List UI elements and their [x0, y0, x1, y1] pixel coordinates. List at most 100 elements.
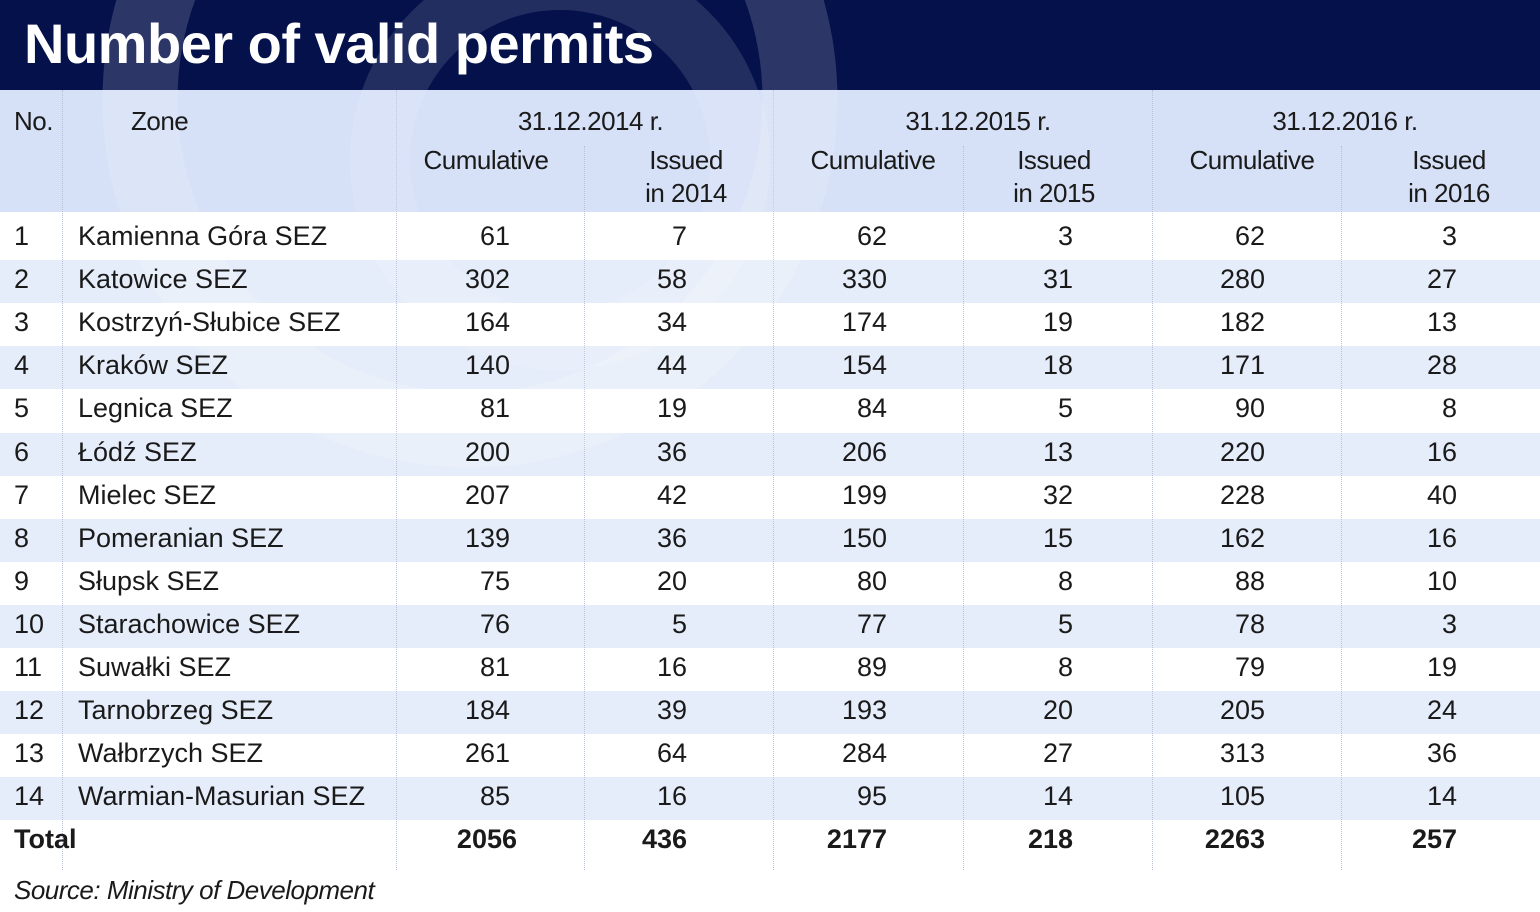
header-zone: Zone: [131, 106, 189, 136]
total-label: Total: [14, 824, 77, 855]
zone-name: Starachowice SEZ: [78, 608, 301, 639]
value-c2015: 199: [841, 479, 887, 510]
value-c2014: 85: [479, 781, 510, 812]
value-c2014: 81: [479, 393, 510, 424]
row-number: 1: [14, 221, 30, 251]
column-divider: [1341, 146, 1342, 870]
value-i2015: 14: [1042, 781, 1073, 812]
row-number: 5: [14, 393, 30, 424]
row-number: 3: [14, 307, 30, 338]
value-c2015: 77: [856, 608, 887, 639]
value-c2015: 62: [856, 221, 887, 251]
total-i2014: 436: [641, 824, 687, 855]
value-c2016: 105: [1219, 781, 1265, 812]
value-c2015: 284: [841, 738, 887, 769]
row-number: 4: [14, 350, 30, 381]
total-i2015: 218: [1027, 824, 1073, 855]
zone-name: Kamienna Góra SEZ: [78, 221, 328, 251]
value-c2014: 164: [464, 307, 510, 338]
zone-name: Katowice SEZ: [78, 264, 248, 295]
header-issued-label: Issued: [1017, 145, 1091, 175]
value-c2016: 228: [1219, 479, 1265, 510]
value-i2016: 40: [1426, 479, 1457, 510]
value-c2016: 205: [1219, 695, 1265, 726]
total-c2015: 2177: [826, 824, 887, 855]
value-i2014: 36: [656, 436, 687, 467]
value-i2016: 16: [1426, 522, 1457, 553]
column-divider: [396, 90, 397, 870]
value-c2016: 220: [1219, 436, 1265, 467]
header-issued-year: in 2016: [1408, 178, 1490, 208]
table-row: [0, 691, 1540, 735]
zone-name: Warmian-Masurian SEZ: [78, 781, 366, 812]
value-c2016: 62: [1234, 221, 1265, 251]
zone-name: Tarnobrzeg SEZ: [78, 695, 274, 726]
row-number: 13: [14, 738, 45, 769]
table-row: [0, 604, 1540, 648]
value-i2016: 19: [1426, 652, 1457, 682]
value-c2016: 88: [1234, 565, 1265, 596]
row-number: 11: [14, 652, 43, 682]
table-row: [0, 432, 1540, 476]
value-i2014: 34: [656, 307, 687, 338]
total-c2014: 2056: [456, 824, 517, 855]
header-period-2016: 31.12.2016 r.: [1272, 106, 1418, 136]
zone-name: Suwałki SEZ: [78, 652, 232, 682]
value-i2015: 13: [1042, 436, 1073, 467]
value-i2016: 36: [1426, 738, 1457, 769]
value-i2016: 10: [1426, 565, 1457, 596]
value-i2015: 5: [1057, 393, 1073, 424]
value-i2015: 8: [1057, 652, 1073, 682]
value-c2016: 79: [1234, 652, 1265, 682]
value-c2014: 75: [479, 565, 510, 596]
value-i2014: 5: [671, 608, 687, 639]
source-note: Source: Ministry of Development: [14, 875, 375, 905]
value-c2015: 206: [841, 436, 887, 467]
row-number: 8: [14, 522, 30, 553]
zone-name: Kraków SEZ: [78, 350, 229, 381]
value-c2015: 95: [856, 781, 887, 812]
header-issued-label: Issued: [649, 145, 723, 175]
column-divider: [963, 146, 964, 870]
table-header-background: [0, 90, 1540, 212]
total-i2016: 257: [1411, 824, 1457, 855]
column-divider: [584, 146, 585, 870]
zone-name: Kostrzyń-Słubice SEZ: [78, 307, 341, 338]
value-c2015: 193: [841, 695, 887, 726]
header-issued-label: Issued: [1412, 145, 1486, 175]
row-number: 6: [14, 436, 30, 467]
value-c2016: 78: [1234, 608, 1265, 639]
row-number: 7: [14, 479, 30, 510]
value-i2015: 3: [1057, 221, 1073, 251]
value-c2016: 280: [1219, 264, 1265, 295]
value-i2016: 3: [1441, 608, 1457, 639]
value-i2016: 3: [1441, 221, 1457, 251]
value-i2015: 19: [1042, 307, 1073, 338]
value-c2016: 162: [1219, 522, 1265, 553]
value-c2014: 76: [479, 608, 510, 639]
header-cumulative-2016: Cumulative: [1189, 145, 1315, 175]
column-divider: [62, 90, 63, 870]
value-i2016: 27: [1426, 264, 1457, 295]
value-c2014: 139: [464, 522, 510, 553]
value-c2015: 174: [841, 307, 887, 338]
title-banner: Number of valid permits: [0, 0, 1540, 90]
value-c2014: 200: [464, 436, 510, 467]
value-i2015: 20: [1042, 695, 1073, 726]
value-i2014: 16: [656, 781, 687, 812]
value-c2015: 150: [841, 522, 887, 553]
zone-name: Łódź SEZ: [78, 436, 197, 467]
header-issued-2016: Issued in 2016: [1341, 144, 1540, 210]
value-c2016: 171: [1219, 350, 1265, 381]
value-i2016: 14: [1426, 781, 1457, 812]
value-i2015: 31: [1042, 264, 1073, 295]
value-i2015: 18: [1042, 350, 1073, 381]
value-i2015: 5: [1057, 608, 1073, 639]
value-c2016: 182: [1219, 307, 1265, 338]
value-i2014: 58: [656, 264, 687, 295]
value-i2014: 36: [656, 522, 687, 553]
value-c2016: 313: [1219, 738, 1265, 769]
value-i2014: 19: [656, 393, 687, 424]
zone-name: Wałbrzych SEZ: [78, 738, 264, 769]
column-divider: [1152, 90, 1153, 870]
